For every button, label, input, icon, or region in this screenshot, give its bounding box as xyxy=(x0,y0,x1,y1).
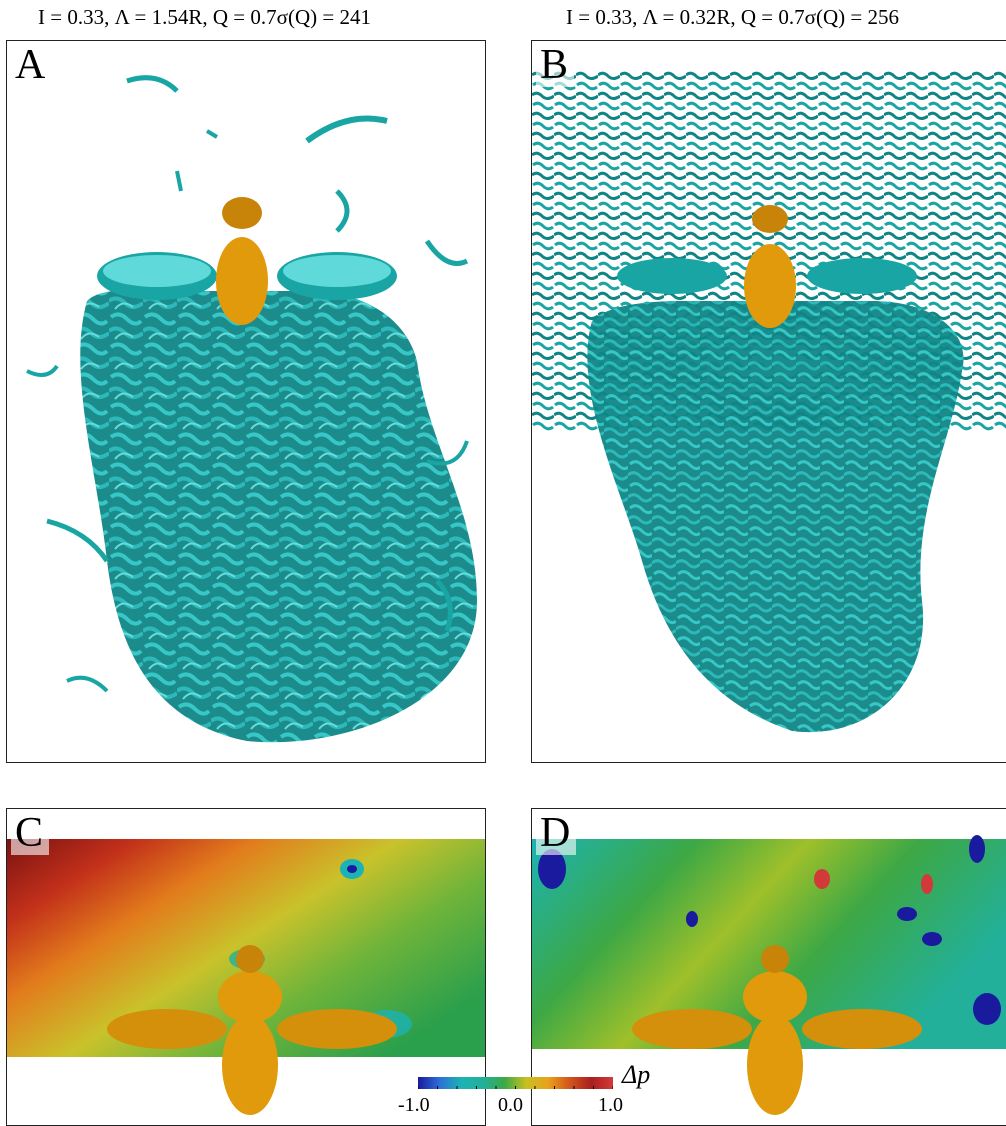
colorbar-title: Δp xyxy=(622,1060,651,1089)
vortex-render-a xyxy=(26,75,478,743)
colorbar-min-label: -1.0 xyxy=(398,1094,430,1116)
caption-left-text: I = 0.33, Λ = 1.54R, Q = 0.7σ(Q) = 241 xyxy=(38,5,371,29)
caption-right-text: I = 0.33, Λ = 0.32R, Q = 0.7σ(Q) = 256 xyxy=(566,5,899,29)
pressure-field-d xyxy=(532,835,1006,1115)
colorbar xyxy=(418,1077,613,1089)
panel-c: C xyxy=(6,808,486,1126)
colorbar-gradient xyxy=(418,1077,613,1089)
colorbar-max-label: 1.0 xyxy=(598,1094,623,1116)
colorbar-mid-label: 0.0 xyxy=(498,1094,523,1116)
panel-label-a: A xyxy=(15,42,46,88)
panel-d: D xyxy=(531,808,1006,1126)
vortex-render-b xyxy=(532,71,1006,733)
panel-a: A xyxy=(6,40,486,763)
panel-label-c: C xyxy=(11,811,50,855)
caption-right: I = 0.33, Λ = 0.32R, Q = 0.7σ(Q) = 256 xyxy=(566,4,899,30)
panel-label-b: B xyxy=(536,43,575,87)
colorbar-fill xyxy=(418,1077,613,1089)
caption-left: I = 0.33, Λ = 1.54R, Q = 0.7σ(Q) = 241 xyxy=(38,4,371,30)
pressure-field-c xyxy=(7,839,485,1115)
panel-b: B xyxy=(531,40,1006,763)
panel-label-d: D xyxy=(536,811,577,855)
